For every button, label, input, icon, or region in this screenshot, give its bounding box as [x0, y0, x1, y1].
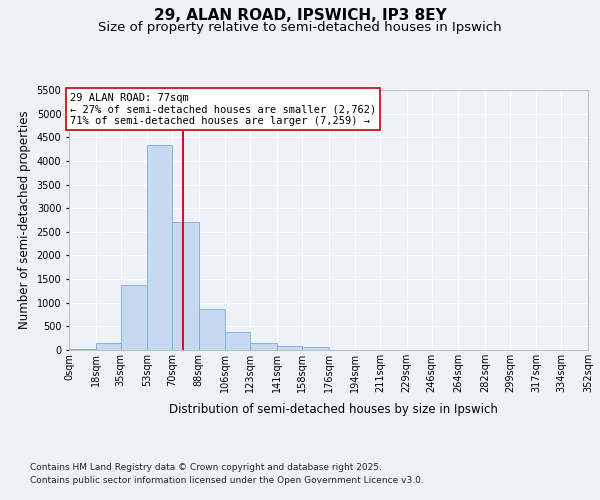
Text: Contains HM Land Registry data © Crown copyright and database right 2025.: Contains HM Land Registry data © Crown c… — [30, 462, 382, 471]
Text: 29 ALAN ROAD: 77sqm
← 27% of semi-detached houses are smaller (2,762)
71% of sem: 29 ALAN ROAD: 77sqm ← 27% of semi-detach… — [70, 92, 376, 126]
Bar — [277, 346, 302, 350]
Bar — [69, 348, 95, 350]
Bar — [121, 285, 147, 350]
Bar — [199, 310, 225, 350]
Bar — [172, 222, 199, 350]
Bar — [95, 343, 121, 350]
Text: Size of property relative to semi-detached houses in Ipswich: Size of property relative to semi-detach… — [98, 21, 502, 34]
Bar — [225, 332, 250, 350]
Bar — [250, 343, 277, 350]
Text: Distribution of semi-detached houses by size in Ipswich: Distribution of semi-detached houses by … — [169, 402, 497, 415]
Text: 29, ALAN ROAD, IPSWICH, IP3 8EY: 29, ALAN ROAD, IPSWICH, IP3 8EY — [154, 8, 446, 22]
Y-axis label: Number of semi-detached properties: Number of semi-detached properties — [18, 110, 31, 330]
Bar — [147, 146, 172, 350]
Bar — [302, 348, 329, 350]
Text: Contains public sector information licensed under the Open Government Licence v3: Contains public sector information licen… — [30, 476, 424, 485]
